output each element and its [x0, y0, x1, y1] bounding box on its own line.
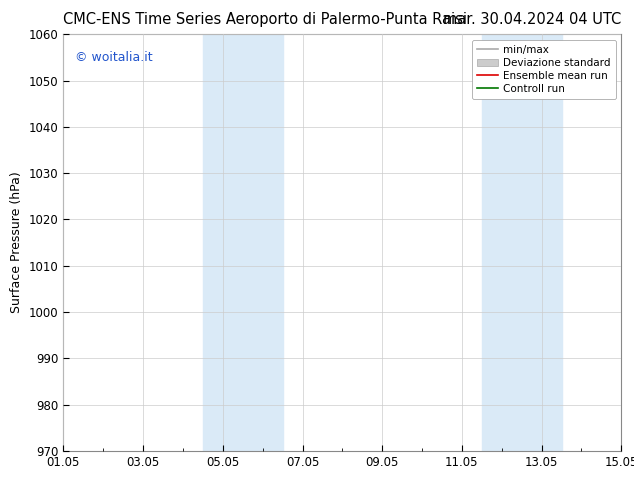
Legend: min/max, Deviazione standard, Ensemble mean run, Controll run: min/max, Deviazione standard, Ensemble m… [472, 40, 616, 99]
Y-axis label: Surface Pressure (hPa): Surface Pressure (hPa) [10, 172, 23, 314]
Bar [203, 34, 283, 451]
Bar [482, 34, 562, 451]
Text: © woitalia.it: © woitalia.it [75, 51, 152, 64]
Text: CMC-ENS Time Series Aeroporto di Palermo-Punta Raisi: CMC-ENS Time Series Aeroporto di Palermo… [63, 12, 467, 27]
Text: mar. 30.04.2024 04 UTC: mar. 30.04.2024 04 UTC [443, 12, 621, 27]
